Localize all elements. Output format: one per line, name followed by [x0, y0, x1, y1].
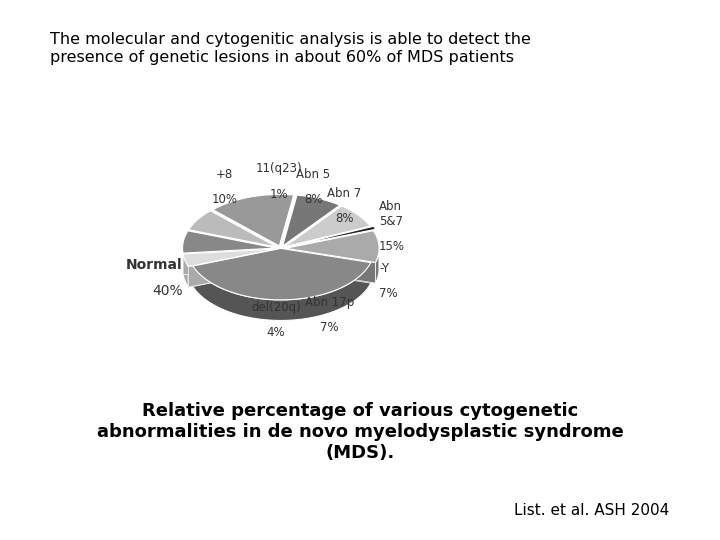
Text: 8%: 8% [336, 212, 354, 225]
Text: Abn 17p: Abn 17p [305, 296, 354, 309]
Polygon shape [375, 246, 379, 283]
Polygon shape [193, 248, 371, 300]
Polygon shape [183, 231, 276, 253]
Text: 8%: 8% [305, 193, 323, 206]
Polygon shape [189, 249, 276, 287]
Text: The molecular and cytogenitic analysis is able to detect the
presence of genetic: The molecular and cytogenitic analysis i… [50, 32, 531, 65]
Text: 11(q23): 11(q23) [256, 163, 302, 176]
Polygon shape [183, 248, 276, 274]
Text: 10%: 10% [212, 193, 238, 206]
Polygon shape [285, 248, 375, 283]
Text: 7%: 7% [320, 321, 339, 334]
Polygon shape [183, 249, 276, 274]
Text: 7%: 7% [379, 287, 397, 300]
Text: Relative percentage of various cytogenetic
abnormalities in de novo myelodysplas: Relative percentage of various cytogenet… [96, 402, 624, 462]
Text: List. et al. ASH 2004: List. et al. ASH 2004 [514, 503, 670, 518]
Polygon shape [183, 249, 276, 267]
Text: Abn 7: Abn 7 [328, 187, 361, 200]
Text: Abn
5&7: Abn 5&7 [379, 200, 403, 228]
Text: -Y: -Y [379, 261, 390, 275]
Polygon shape [288, 226, 376, 247]
Text: 40%: 40% [152, 284, 183, 298]
Polygon shape [193, 262, 371, 320]
Polygon shape [283, 195, 340, 246]
Polygon shape [285, 231, 379, 262]
Polygon shape [281, 248, 371, 283]
Text: Normal: Normal [126, 258, 183, 272]
Polygon shape [189, 211, 276, 247]
Text: 4%: 4% [267, 326, 285, 339]
Text: Abn 5: Abn 5 [297, 168, 330, 181]
Polygon shape [193, 248, 281, 287]
Polygon shape [284, 206, 370, 247]
Polygon shape [213, 194, 294, 246]
Text: +8: +8 [216, 168, 233, 181]
Text: 15%: 15% [379, 240, 405, 253]
Polygon shape [183, 254, 189, 287]
Text: del(20q): del(20q) [251, 301, 301, 314]
Text: 1%: 1% [269, 187, 288, 200]
